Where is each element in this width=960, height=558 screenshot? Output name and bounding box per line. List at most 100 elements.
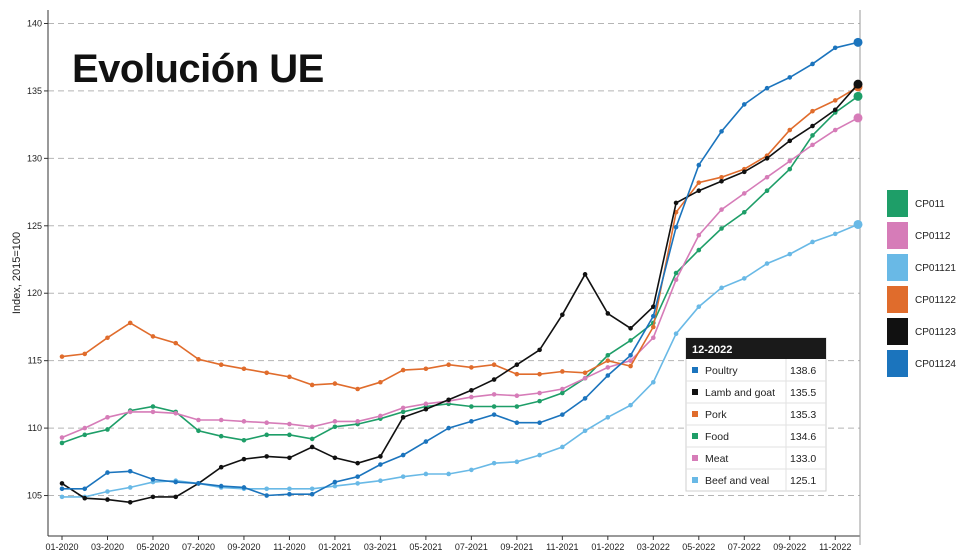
data-point-CP01121-04-2020: [127, 485, 133, 490]
data-point-CP01123-05-2021: [423, 406, 429, 412]
data-point-CP011-08-2021: [491, 404, 497, 409]
x-tick-label-11-2020: 11-2020: [273, 542, 305, 552]
data-point-CP0112-06-2022: [719, 207, 724, 212]
data-point-CP01123-02-2022: [628, 325, 633, 331]
data-point-CP01124-09-2022: [787, 75, 793, 80]
data-point-CP0112-10-2020: [264, 420, 269, 426]
data-point-CP011-04-2021: [400, 409, 406, 415]
x-tick-label-05-2021: 05-2021: [409, 542, 442, 552]
data-point-CP01122-05-2021: [423, 366, 429, 372]
data-point-CP01124-03-2020: [105, 470, 110, 475]
data-point-CP01124-06-2021: [446, 425, 451, 431]
tooltip-swatch-Lamb and goat: [692, 389, 698, 395]
tooltip-value-Beef and veal: 125.1: [790, 475, 816, 487]
legend-label-CP0112: CP0112: [915, 231, 951, 242]
data-point-CP01124-03-2021: [378, 462, 383, 467]
legend-item-CP0112[interactable]: CP0112: [887, 222, 951, 249]
tooltip-row-Food: Food 134.6: [686, 424, 826, 447]
data-point-CP01123-08-2021: [491, 377, 497, 382]
data-point-CP01121-01-2020: [59, 494, 65, 500]
series-line-CP01122: [61, 86, 859, 390]
legend-label-CP01123: CP01123: [915, 327, 956, 338]
x-tick-label-05-2020: 05-2020: [136, 542, 169, 552]
data-point-CP01121-11-2021: [560, 444, 565, 450]
data-point-CP011-01-2022: [605, 352, 611, 358]
tooltip-label-Food: Food: [705, 431, 729, 443]
data-point-CP0112-12-2022: [853, 113, 863, 123]
data-point-CP0112-02-2020: [82, 425, 88, 431]
data-point-CP01121-12-2020: [309, 486, 315, 492]
data-point-CP01122-12-2021: [582, 370, 588, 376]
data-point-CP011-05-2020: [150, 404, 156, 409]
x-tick-label-03-2022: 03-2022: [637, 542, 670, 552]
data-point-CP01121-01-2022: [605, 415, 611, 420]
data-point-CP01121-06-2021: [446, 471, 451, 477]
data-point-CP011-10-2021: [537, 398, 542, 404]
data-point-CP01124-02-2021: [355, 474, 360, 479]
tooltip-row-Pork: Pork 135.3: [686, 402, 826, 425]
data-point-CP0112-07-2021: [469, 394, 474, 400]
data-point-CP01124-12-2022: [853, 37, 863, 47]
data-point-CP01121-08-2022: [764, 261, 770, 266]
data-point-CP01124-11-2020: [287, 491, 292, 497]
data-point-CP01123-04-2020: [127, 499, 133, 505]
data-point-CP01122-03-2021: [378, 379, 383, 385]
legend-item-CP01124[interactable]: CP01124: [887, 350, 956, 377]
data-point-CP01123-12-2022: [853, 79, 863, 89]
data-point-CP01121-10-2020: [264, 486, 269, 492]
tooltip-value-Food: 134.6: [790, 431, 816, 443]
data-point-CP0112-09-2022: [787, 158, 793, 164]
data-point-CP01123-07-2021: [469, 388, 474, 393]
data-point-CP0112-04-2020: [127, 409, 133, 415]
tooltip-swatch-Poultry: [692, 367, 698, 373]
data-point-CP01121-11-2022: [832, 231, 838, 237]
legend-item-CP01122[interactable]: CP01122: [887, 286, 956, 313]
data-point-CP01121-08-2021: [491, 460, 497, 466]
x-tick-label-11-2021: 11-2021: [546, 542, 578, 552]
x-tick-label-07-2022: 07-2022: [728, 542, 761, 552]
data-point-CP01124-07-2021: [469, 419, 474, 424]
x-tick-labels: 01-2020 03-2020 05-2020 07-2020 09-2020 11-20…: [45, 536, 851, 552]
y-tick-label-125: 125: [27, 221, 42, 231]
grid-lines: [44, 22, 860, 497]
data-point-CP0112-11-2022: [832, 127, 838, 133]
tooltip-row-Poultry: Poultry 138.6: [692, 359, 816, 381]
data-point-CP01122-09-2022: [787, 127, 793, 133]
legend[interactable]: CP011 CP0112 CP01121 CP01122 CP01123 CP01124: [887, 190, 956, 377]
legend-swatch-CP01122: [887, 286, 908, 313]
data-point-CP01123-02-2021: [355, 460, 360, 466]
y-tick-label-130: 130: [27, 153, 42, 163]
tooltip-swatch-Beef and veal: [692, 477, 698, 483]
data-point-CP01121-07-2022: [741, 276, 747, 281]
data-point-CP0112-02-2021: [355, 419, 360, 424]
data-point-CP01123-01-2020: [59, 481, 65, 486]
data-point-CP01122-12-2020: [309, 382, 315, 388]
legend-label-CP01121: CP01121: [915, 263, 956, 274]
data-point-CP011-07-2020: [196, 428, 201, 434]
data-point-CP01121-02-2022: [628, 402, 633, 408]
data-point-CP01121-03-2021: [378, 478, 383, 484]
legend-item-CP011[interactable]: CP011: [887, 190, 945, 217]
tooltip-swatch-Meat: [692, 455, 698, 461]
legend-swatch-CP01124: [887, 350, 908, 377]
series-line-CP0112: [61, 117, 859, 439]
data-point-CP011-09-2022: [787, 166, 793, 172]
data-point-CP0112-12-2021: [582, 375, 588, 381]
legend-item-CP01121[interactable]: CP01121: [887, 254, 956, 281]
data-point-CP01122-10-2020: [264, 370, 269, 376]
data-point-CP01122-03-2022: [651, 324, 656, 330]
y-axis-label: Index, 2015=100: [11, 232, 23, 314]
data-point-CP01123-08-2022: [764, 156, 770, 161]
data-point-CP0112-04-2022: [673, 277, 679, 283]
y-tick-label-105: 105: [27, 491, 42, 501]
data-point-CP01121-10-2022: [810, 239, 815, 245]
data-point-CP01124-02-2020: [82, 486, 88, 492]
tooltip-row-Beef and veal: Beef and veal 125.1: [686, 468, 826, 491]
data-point-CP011-11-2020: [287, 432, 292, 438]
y-tick-label-120: 120: [27, 288, 42, 298]
data-point-CP01122-07-2020: [196, 357, 201, 362]
legend-item-CP01123[interactable]: CP01123: [887, 318, 956, 345]
data-point-CP01122-09-2021: [514, 371, 520, 377]
data-point-CP01121-07-2021: [469, 467, 474, 473]
data-point-CP01123-09-2021: [514, 362, 520, 368]
